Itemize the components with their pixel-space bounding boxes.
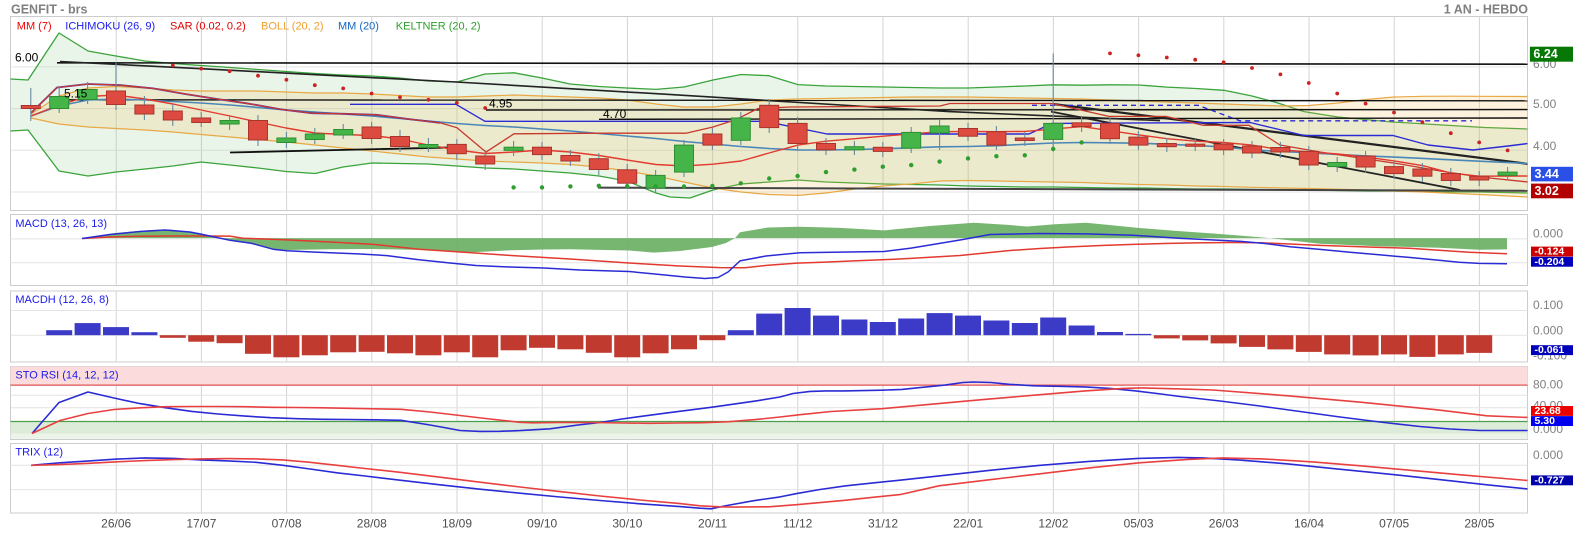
svg-text:4.70: 4.70: [603, 107, 627, 121]
svg-text:16/04: 16/04: [1294, 517, 1324, 531]
svg-text:07/08: 07/08: [272, 517, 302, 531]
svg-text:6.24: 6.24: [1533, 47, 1557, 61]
svg-text:BOLL (20, 2): BOLL (20, 2): [261, 21, 324, 33]
svg-text:MACDH (12, 26, 8): MACDH (12, 26, 8): [15, 294, 109, 306]
svg-text:17/07: 17/07: [186, 517, 216, 531]
svg-text:-0.727: -0.727: [1535, 474, 1565, 486]
svg-text:11/12: 11/12: [783, 517, 812, 531]
svg-text:MM (7): MM (7): [17, 21, 52, 33]
svg-text:12/02: 12/02: [1038, 517, 1068, 531]
svg-text:0.100: 0.100: [1533, 298, 1563, 312]
svg-text:20/11: 20/11: [698, 517, 727, 531]
svg-text:4.00: 4.00: [1533, 139, 1557, 153]
svg-text:-0.204: -0.204: [1535, 256, 1565, 268]
svg-text:MACD (13, 26, 13): MACD (13, 26, 13): [15, 218, 107, 230]
svg-text:05/03: 05/03: [1124, 517, 1154, 531]
svg-text:GENFIT - brs: GENFIT - brs: [11, 3, 87, 17]
svg-text:26/03: 26/03: [1209, 517, 1239, 531]
svg-text:80.00: 80.00: [1533, 377, 1563, 391]
svg-text:5.30: 5.30: [1535, 415, 1556, 427]
svg-text:0.000: 0.000: [1533, 448, 1563, 462]
svg-text:0.000: 0.000: [1533, 323, 1563, 337]
svg-text:28/08: 28/08: [357, 517, 387, 531]
svg-text:5.00: 5.00: [1533, 97, 1557, 111]
svg-text:ICHIMOKU (26, 9): ICHIMOKU (26, 9): [65, 21, 155, 33]
svg-text:4.95: 4.95: [489, 97, 513, 111]
svg-text:KELTNER (20, 2): KELTNER (20, 2): [396, 21, 481, 33]
svg-text:3.44: 3.44: [1535, 167, 1559, 181]
svg-text:-0.061: -0.061: [1535, 344, 1565, 356]
svg-text:30/10: 30/10: [612, 517, 642, 531]
svg-text:MM (20): MM (20): [338, 21, 379, 33]
svg-text:0.000: 0.000: [1533, 227, 1563, 241]
svg-text:31/12: 31/12: [868, 517, 898, 531]
svg-text:6.00: 6.00: [15, 51, 39, 65]
svg-text:22/01: 22/01: [953, 517, 983, 531]
svg-text:STO RSI (14, 12, 12): STO RSI (14, 12, 12): [15, 369, 118, 381]
svg-text:5.15: 5.15: [64, 87, 88, 101]
svg-text:07/05: 07/05: [1379, 517, 1409, 531]
svg-text:TRIX (12): TRIX (12): [15, 446, 63, 458]
svg-text:18/09: 18/09: [442, 517, 472, 531]
svg-text:SAR (0.02, 0.2): SAR (0.02, 0.2): [170, 21, 246, 33]
svg-text:28/05: 28/05: [1464, 517, 1494, 531]
svg-text:3.02: 3.02: [1535, 184, 1559, 198]
svg-text:09/10: 09/10: [527, 517, 557, 531]
svg-text:26/06: 26/06: [101, 517, 131, 531]
svg-text:1 AN - HEBDO: 1 AN - HEBDO: [1444, 3, 1529, 17]
